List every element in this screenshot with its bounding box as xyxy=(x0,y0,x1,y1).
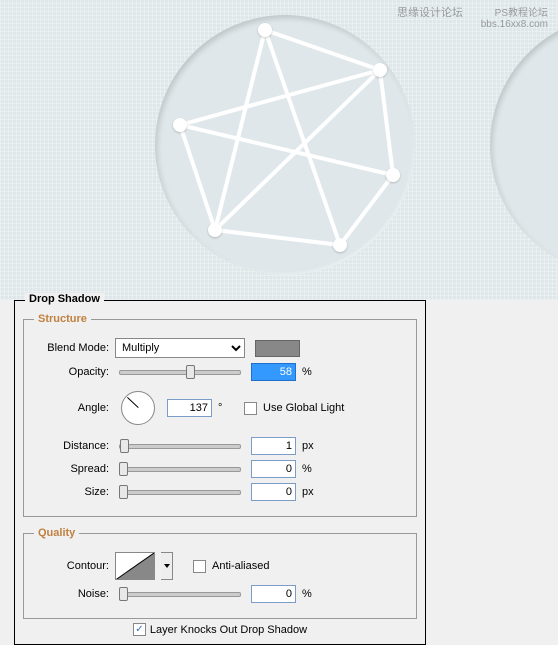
opacity-unit: % xyxy=(302,366,322,378)
size-slider[interactable] xyxy=(115,485,245,499)
quality-legend: Quality xyxy=(34,527,79,539)
spread-label: Spread: xyxy=(34,463,109,475)
distance-slider[interactable] xyxy=(115,439,245,453)
contour-label: Contour: xyxy=(34,560,109,572)
anti-aliased-checkbox[interactable] xyxy=(193,560,206,573)
network-lines xyxy=(155,15,415,275)
spread-unit: % xyxy=(302,463,322,475)
blend-mode-select[interactable]: Multiply xyxy=(115,338,245,358)
angle-dial[interactable] xyxy=(121,391,155,425)
chevron-down-icon xyxy=(164,564,170,568)
network-node xyxy=(258,23,272,37)
layer-knocks-out-checkbox[interactable]: ✓ xyxy=(133,623,146,636)
network-node xyxy=(386,168,400,182)
panel-title: Drop Shadow xyxy=(25,293,104,305)
spread-input[interactable] xyxy=(251,460,296,478)
noise-unit: % xyxy=(302,588,322,600)
quality-group: Quality Contour: Anti-aliased Noise: % xyxy=(23,527,417,619)
use-global-light-label: Use Global Light xyxy=(263,402,344,414)
size-label: Size: xyxy=(34,486,109,498)
drop-shadow-panel: Drop Shadow Structure Blend Mode: Multip… xyxy=(14,300,426,645)
opacity-label: Opacity: xyxy=(34,366,109,378)
contour-dropdown[interactable] xyxy=(161,552,173,580)
size-unit: px xyxy=(302,486,322,498)
noise-input[interactable] xyxy=(251,585,296,603)
angle-label: Angle: xyxy=(34,402,109,414)
angle-input[interactable] xyxy=(167,399,212,417)
blend-mode-label: Blend Mode: xyxy=(34,342,109,354)
watermark-right: PS教程论坛 bbs.16xx8.com xyxy=(481,4,548,30)
design-canvas: 思缘设计论坛 PS教程论坛 bbs.16xx8.com xyxy=(0,0,558,300)
noise-label: Noise: xyxy=(34,588,109,600)
spread-slider[interactable] xyxy=(115,462,245,476)
opacity-slider[interactable] xyxy=(115,365,245,379)
network-node xyxy=(373,63,387,77)
structure-legend: Structure xyxy=(34,313,91,325)
angle-unit: ° xyxy=(218,402,238,414)
shadow-color-swatch[interactable] xyxy=(255,340,300,357)
use-global-light-checkbox[interactable] xyxy=(244,402,257,415)
opacity-input[interactable] xyxy=(251,363,296,381)
contour-preview[interactable] xyxy=(115,552,155,580)
noise-slider[interactable] xyxy=(115,587,245,601)
inset-circle-2 xyxy=(490,15,558,275)
distance-input[interactable] xyxy=(251,437,296,455)
network-node xyxy=(208,223,222,237)
network-node xyxy=(173,118,187,132)
watermark-left: 思缘设计论坛 xyxy=(397,4,463,20)
distance-label: Distance: xyxy=(34,440,109,452)
anti-aliased-label: Anti-aliased xyxy=(212,560,269,572)
layer-knocks-out-label: Layer Knocks Out Drop Shadow xyxy=(150,624,307,636)
network-node xyxy=(333,238,347,252)
structure-group: Structure Blend Mode: Multiply Opacity: … xyxy=(23,313,417,517)
blend-mode-dropdown[interactable]: Multiply xyxy=(115,338,245,358)
distance-unit: px xyxy=(302,440,322,452)
size-input[interactable] xyxy=(251,483,296,501)
